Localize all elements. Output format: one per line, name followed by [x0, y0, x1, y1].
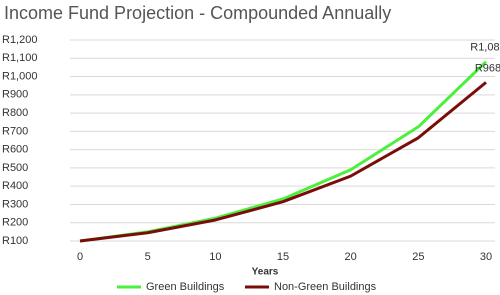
y-tick-label: R500 [2, 162, 28, 174]
x-tick-label: 30 [480, 251, 492, 263]
y-tick-label: R700 [2, 125, 28, 137]
data-label: R968 [475, 62, 500, 74]
x-tick-label: 15 [277, 251, 289, 263]
y-tick-label: R400 [2, 180, 28, 192]
y-tick-label: R200 [2, 217, 28, 229]
legend-label: Non-Green Buildings [274, 281, 377, 293]
x-tick-label: 0 [77, 251, 83, 263]
x-axis-label: Years [252, 267, 279, 278]
x-tick-label: 25 [412, 251, 424, 263]
y-tick-label: R1,000 [2, 70, 37, 82]
legend-label: Green Buildings [146, 281, 225, 293]
y-tick-label: R800 [2, 107, 28, 119]
x-tick-label: 20 [345, 251, 357, 263]
x-tick-label: 10 [209, 251, 221, 263]
y-tick-label: R600 [2, 144, 28, 156]
series-line [79, 81, 487, 243]
y-tick-label: R1,200 [2, 34, 37, 46]
chart-title: Income Fund Projection - Compounded Annu… [4, 3, 391, 23]
y-tick-label: R900 [2, 89, 28, 101]
x-tick-label: 5 [145, 251, 151, 263]
y-tick-label: R300 [2, 198, 28, 210]
y-tick-label: R100 [2, 235, 28, 247]
data-label: R1,081 [470, 42, 500, 54]
y-tick-label: R1,100 [2, 52, 37, 64]
series-line [79, 60, 488, 243]
